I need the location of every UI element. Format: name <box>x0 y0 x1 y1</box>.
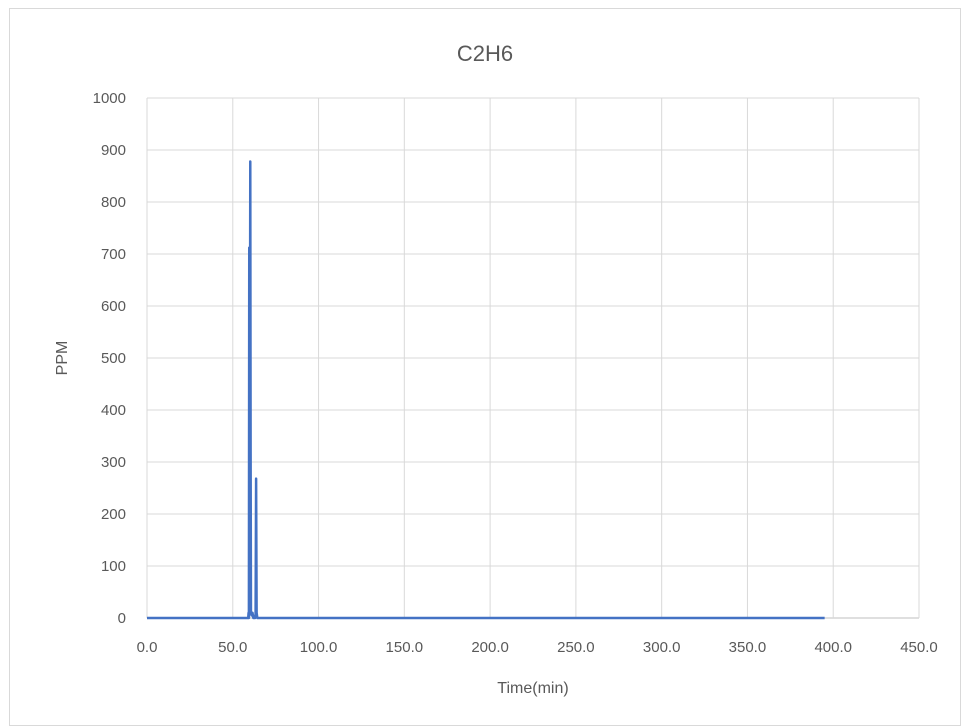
x-tick-labels: 0.0 50.0 100.0 150.0 200.0 250.0 300.0 350.0 400… <box>137 639 938 656</box>
y-tick-label: 400 <box>101 402 126 419</box>
x-tick-label: 450.0 <box>900 639 938 656</box>
y-tick-label: 700 <box>101 246 126 263</box>
x-tick-label: 350.0 <box>729 639 767 656</box>
y-tick-label: 500 <box>101 350 126 367</box>
y-tick-label: 300 <box>101 454 126 471</box>
x-tick-label: 0.0 <box>137 639 158 656</box>
y-tick-label: 600 <box>101 298 126 315</box>
x-tick-label: 300.0 <box>643 639 681 656</box>
y-tick-label: 1000 <box>93 90 126 107</box>
series-group <box>147 160 825 620</box>
chart-title: C2H6 <box>457 41 513 66</box>
x-axis-label: Time(min) <box>497 680 568 697</box>
x-tick-label: 50.0 <box>218 639 247 656</box>
y-tick-labels: 0 100 200 300 400 500 600 700 800 900 1000 <box>93 90 126 627</box>
grid <box>146 97 920 619</box>
y-tick-label: 100 <box>101 558 126 575</box>
x-tick-label: 250.0 <box>557 639 595 656</box>
x-tick-label: 100.0 <box>300 639 338 656</box>
series-line <box>147 160 825 620</box>
y-tick-label: 0 <box>118 610 126 627</box>
y-tick-label: 200 <box>101 506 126 523</box>
y-tick-label: 900 <box>101 142 126 159</box>
x-tick-label: 200.0 <box>471 639 509 656</box>
x-tick-label: 150.0 <box>386 639 424 656</box>
x-tick-label: 400.0 <box>814 639 852 656</box>
y-tick-label: 800 <box>101 194 126 211</box>
y-axis-label: PPM <box>54 341 71 376</box>
chart-frame <box>9 8 961 726</box>
